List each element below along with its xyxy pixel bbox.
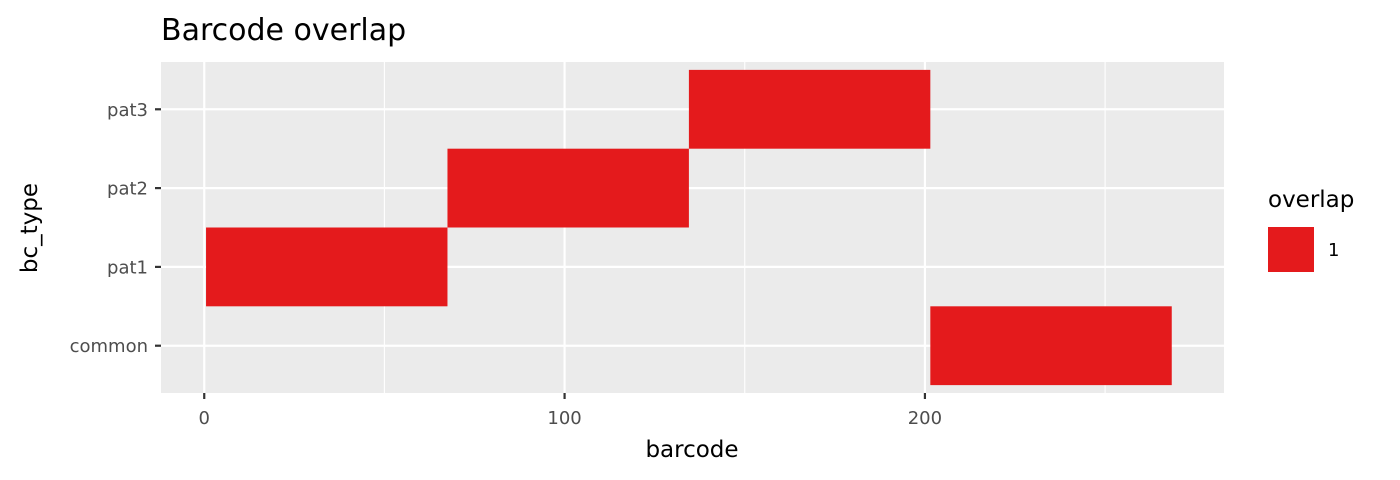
x-tick-label: 200 <box>908 408 942 429</box>
x-axis-title: barcode <box>645 437 738 463</box>
chart-title: Barcode overlap <box>161 13 406 48</box>
tile-pat3 <box>688 69 931 149</box>
y-tick-label: pat1 <box>107 257 148 278</box>
legend-label: 1 <box>1328 240 1339 261</box>
y-tick-label: pat2 <box>107 179 148 200</box>
tile-pat1 <box>206 227 448 307</box>
y-tick-label: pat3 <box>107 100 148 121</box>
legend: overlap 1 <box>1268 187 1354 272</box>
y-axis: common pat1 pat2 pat3 <box>70 100 161 357</box>
legend-key <box>1268 227 1314 272</box>
x-axis: 0 100 200 <box>199 393 942 429</box>
tile-pat2 <box>447 148 689 228</box>
y-tick-label: common <box>70 336 148 357</box>
legend-title: overlap <box>1268 187 1354 213</box>
tile-common <box>930 306 1172 386</box>
x-tick-label: 100 <box>547 408 581 429</box>
data-tiles <box>206 69 1172 386</box>
y-axis-title: bc_type <box>17 183 43 273</box>
x-tick-label: 0 <box>199 408 210 429</box>
